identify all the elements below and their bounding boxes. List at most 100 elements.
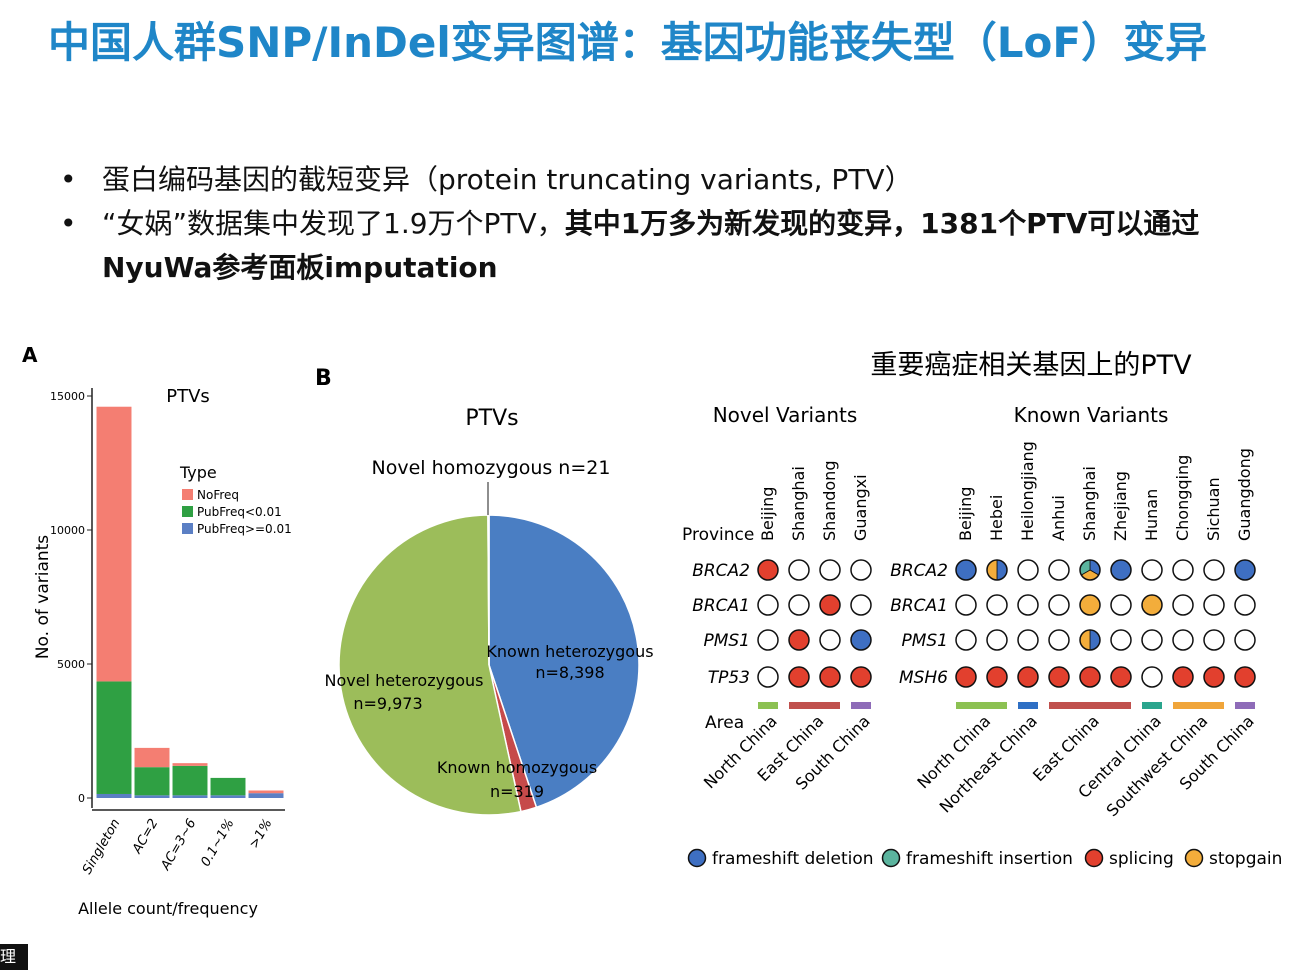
province-name: Beijing (956, 487, 975, 541)
gene-name: BRCA1 (692, 596, 750, 616)
province-name: Shanghai (1080, 466, 1099, 541)
y-tick-label: 15000 (50, 390, 85, 403)
dot-stopgain (1079, 594, 1101, 616)
pie-label-novel-het: Novel heterozygous (324, 671, 483, 690)
legend-title: Type (179, 463, 217, 482)
dot-empty (1203, 594, 1225, 616)
dot-frameshift-deletion (955, 559, 977, 581)
gene-name: BRCA2 (692, 561, 750, 581)
dot-empty (757, 629, 779, 651)
dot-empty (1172, 629, 1194, 651)
area-bar (1018, 702, 1038, 709)
gene-name: MSH6 (899, 668, 948, 688)
gene-name: BRCA2 (890, 561, 948, 581)
pie-slice (338, 514, 522, 816)
chart-title: PTVs (166, 386, 210, 407)
province-name: Guangdong (1235, 448, 1254, 541)
dot-outline (986, 559, 1008, 581)
dot-empty (819, 629, 841, 651)
dot-empty (1141, 666, 1163, 688)
dot-empty (955, 594, 977, 616)
dot-empty (757, 666, 779, 688)
dot-splicing (819, 594, 841, 616)
legend-label: NoFreq (197, 488, 239, 502)
legend-label: frameshift insertion (906, 849, 1073, 869)
x-axis-label: Allele count/frequency (78, 899, 258, 918)
legend-label: splicing (1109, 849, 1174, 869)
pie-label-novel-hom: Novel homozygous n=21 (372, 457, 611, 479)
legend-swatch (182, 523, 193, 534)
dot-splicing (850, 666, 872, 688)
dot-splicing (757, 559, 779, 581)
dot-frameshift-deletion (1234, 559, 1256, 581)
legend-swatch (182, 506, 193, 517)
dot-splicing (788, 629, 810, 651)
bullet-list: 蛋白编码基因的截短变异（protein truncating variants,… (60, 158, 1280, 290)
pie-label-known-hom: Known homozygous (437, 758, 597, 777)
area-bar (1173, 702, 1224, 709)
dot-empty (1110, 594, 1132, 616)
bullet-text: “女娲”数据集中发现了1.9万个PTV， (102, 207, 565, 240)
gene-name: PMS1 (703, 631, 750, 651)
dot-empty (1048, 594, 1070, 616)
dot-empty (757, 594, 779, 616)
x-tick-label: AC=3~6 (158, 817, 200, 874)
area-bar (851, 702, 871, 709)
dot-splicing (788, 666, 810, 688)
dot-empty (1017, 629, 1039, 651)
pie-slice (488, 514, 640, 809)
bar-segment (172, 795, 208, 798)
bullet-bold-text: 其中1万多为新发现的变异，1381个PTV可以通过NyuWa参考面板imputa… (102, 207, 1200, 284)
bar-segment (134, 747, 170, 768)
dot-empty (1110, 629, 1132, 651)
bar-segment (172, 763, 208, 766)
bullet-text: 蛋白编码基因的截短变异（protein truncating variants,… (102, 163, 913, 196)
dot-splicing (955, 666, 977, 688)
bar-segment (96, 406, 132, 682)
pie-value-known-het: n=8,398 (535, 663, 604, 682)
province-name: Shanghai (789, 466, 808, 541)
dot-empty (788, 594, 810, 616)
dot-splicing (1234, 666, 1256, 688)
y-tick-label: 10000 (50, 524, 85, 537)
dot-empty (986, 629, 1008, 651)
province-label: Province (682, 525, 754, 545)
province-name: Heilongjiang (1018, 441, 1037, 541)
pie-slice (487, 514, 490, 666)
dot-empty (1172, 559, 1194, 581)
dot-segment-stopgain (986, 559, 998, 581)
dot-outline (1079, 559, 1101, 581)
dot-segment-stopgain (1079, 629, 1091, 651)
area-label: Area (705, 713, 744, 733)
dot-segment-frameshift-deletion (996, 559, 1008, 581)
dot-empty (1017, 594, 1039, 616)
province-name: Sichuan (1204, 477, 1223, 541)
footer-text: 理所 (0, 944, 28, 970)
dot-frameshift-deletion (1110, 559, 1132, 581)
dot-empty (1172, 594, 1194, 616)
legend-label: frameshift deletion (712, 849, 874, 869)
province-name: Shandong (820, 461, 839, 541)
dot-empty (986, 594, 1008, 616)
legend-label: PubFreq>=0.01 (197, 522, 292, 536)
y-tick-label: 5000 (57, 658, 85, 671)
dot-frameshift-deletion (850, 629, 872, 651)
legend-dot (1084, 848, 1104, 868)
bar-segment (172, 765, 208, 796)
dot-segment-frameshift-deletion (1089, 629, 1101, 651)
legend-label: stopgain (1209, 849, 1282, 869)
dot-empty (1234, 629, 1256, 651)
bar-segment (248, 790, 284, 794)
gene-name: TP53 (708, 668, 750, 688)
legend-swatch (182, 489, 193, 500)
dot-empty (1048, 559, 1070, 581)
dot-empty (1234, 594, 1256, 616)
pie-label-known-het: Known heterozygous (486, 642, 653, 661)
dot-empty (819, 559, 841, 581)
bar-segment (134, 767, 170, 796)
bullet-item: “女娲”数据集中发现了1.9万个PTV，其中1万多为新发现的变异，1381个PT… (60, 202, 1280, 290)
gene-name: BRCA1 (890, 596, 948, 616)
area-bar (1049, 702, 1131, 709)
province-name: Beijing (758, 487, 777, 541)
